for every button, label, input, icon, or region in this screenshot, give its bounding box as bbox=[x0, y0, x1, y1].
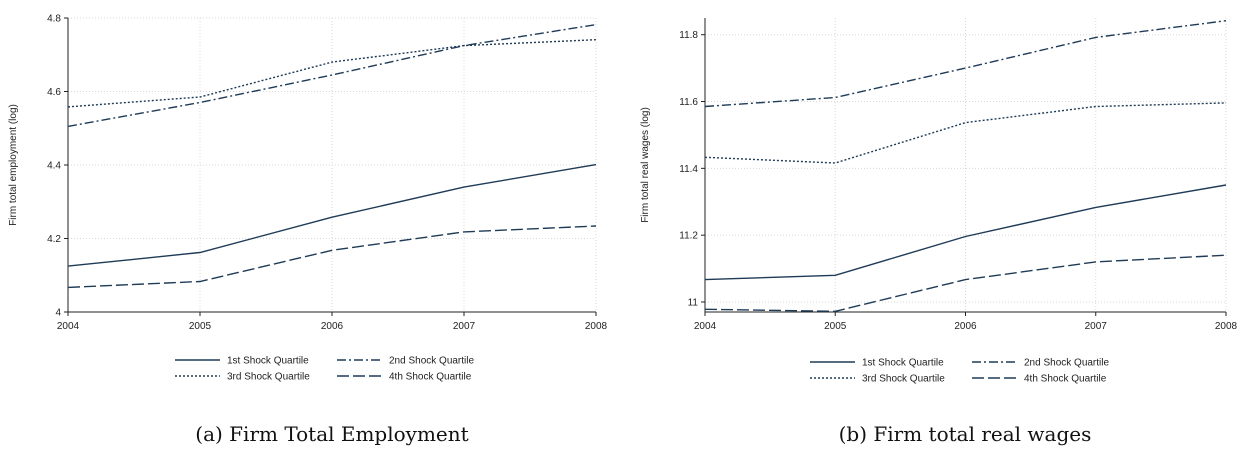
legend-label: 3rd Shock Quartile bbox=[227, 372, 310, 383]
series-line bbox=[67, 163, 597, 267]
legend-b: 1st Shock Quartile 2nd Shock Quartile 3rd … bbox=[810, 358, 1109, 385]
y-axis-label-a: Firm total employment (log) bbox=[8, 104, 19, 226]
series-line bbox=[704, 102, 1227, 164]
x-tick-label: 2007 bbox=[453, 321, 476, 332]
series-line bbox=[67, 23, 597, 128]
y-axis-label-b: Firm total real wages (log) bbox=[640, 107, 651, 223]
y-tick-label: 4 bbox=[55, 308, 61, 319]
y-tick-label: 11.8 bbox=[679, 30, 698, 41]
legend-a: 1st Shock Quartile 2nd Shock Quartile 3rd … bbox=[175, 356, 474, 383]
x-tick-label: 2004 bbox=[694, 321, 717, 332]
x-tick-label: 2007 bbox=[1085, 321, 1108, 332]
caption-a: (a) Firm Total Employment bbox=[195, 422, 468, 446]
legend-label: 4th Shock Quartile bbox=[1024, 374, 1107, 385]
series-line bbox=[704, 184, 1227, 281]
y-tick-label: 4.8 bbox=[47, 14, 61, 25]
legend-label: 4th Shock Quartile bbox=[389, 372, 472, 383]
x-tick-label: 2006 bbox=[954, 321, 977, 332]
y-tick-label: 11.2 bbox=[679, 231, 698, 242]
series-line bbox=[67, 39, 597, 108]
y-tick-label: 4.6 bbox=[47, 87, 61, 98]
y-tick-label: 11 bbox=[688, 297, 699, 308]
y-tick-label: 4.4 bbox=[47, 161, 61, 172]
plot-area-a: 2004 2005 2006 2007 2008 4 4.2 4.4 4.6 4.8 bbox=[47, 14, 607, 333]
series-line bbox=[67, 225, 597, 289]
y-tick-label: 4.2 bbox=[47, 234, 61, 245]
legend-label: 3rd Shock Quartile bbox=[862, 374, 945, 385]
caption-b: (b) Firm total real wages bbox=[839, 422, 1092, 446]
legend-label: 2nd Shock Quartile bbox=[389, 356, 474, 367]
x-tick-label: 2008 bbox=[1215, 321, 1238, 332]
x-tick-label: 2005 bbox=[824, 321, 847, 332]
y-tick-label: 11.6 bbox=[679, 97, 698, 108]
series-line bbox=[704, 254, 1227, 313]
x-tick-label: 2005 bbox=[189, 321, 212, 332]
panel-b: 2004 2005 2006 2007 2008 11 11.2 11.4 11.6 11.8 F… bbox=[640, 18, 1238, 446]
y-tick-label: 11.4 bbox=[679, 164, 698, 175]
series-line bbox=[704, 20, 1227, 108]
panel-a: 2004 2005 2006 2007 2008 4 4.2 4.4 4.6 4.8 Firm t… bbox=[8, 14, 608, 447]
legend-label: 1st Shock Quartile bbox=[862, 358, 944, 369]
plot-area-b: 2004 2005 2006 2007 2008 11 11.2 11.4 11.6 11.8 bbox=[679, 18, 1238, 332]
legend-label: 2nd Shock Quartile bbox=[1024, 358, 1109, 369]
x-tick-label: 2006 bbox=[321, 321, 344, 332]
legend-label: 1st Shock Quartile bbox=[227, 356, 309, 367]
x-tick-label: 2008 bbox=[585, 321, 608, 332]
x-tick-label: 2004 bbox=[57, 321, 80, 332]
